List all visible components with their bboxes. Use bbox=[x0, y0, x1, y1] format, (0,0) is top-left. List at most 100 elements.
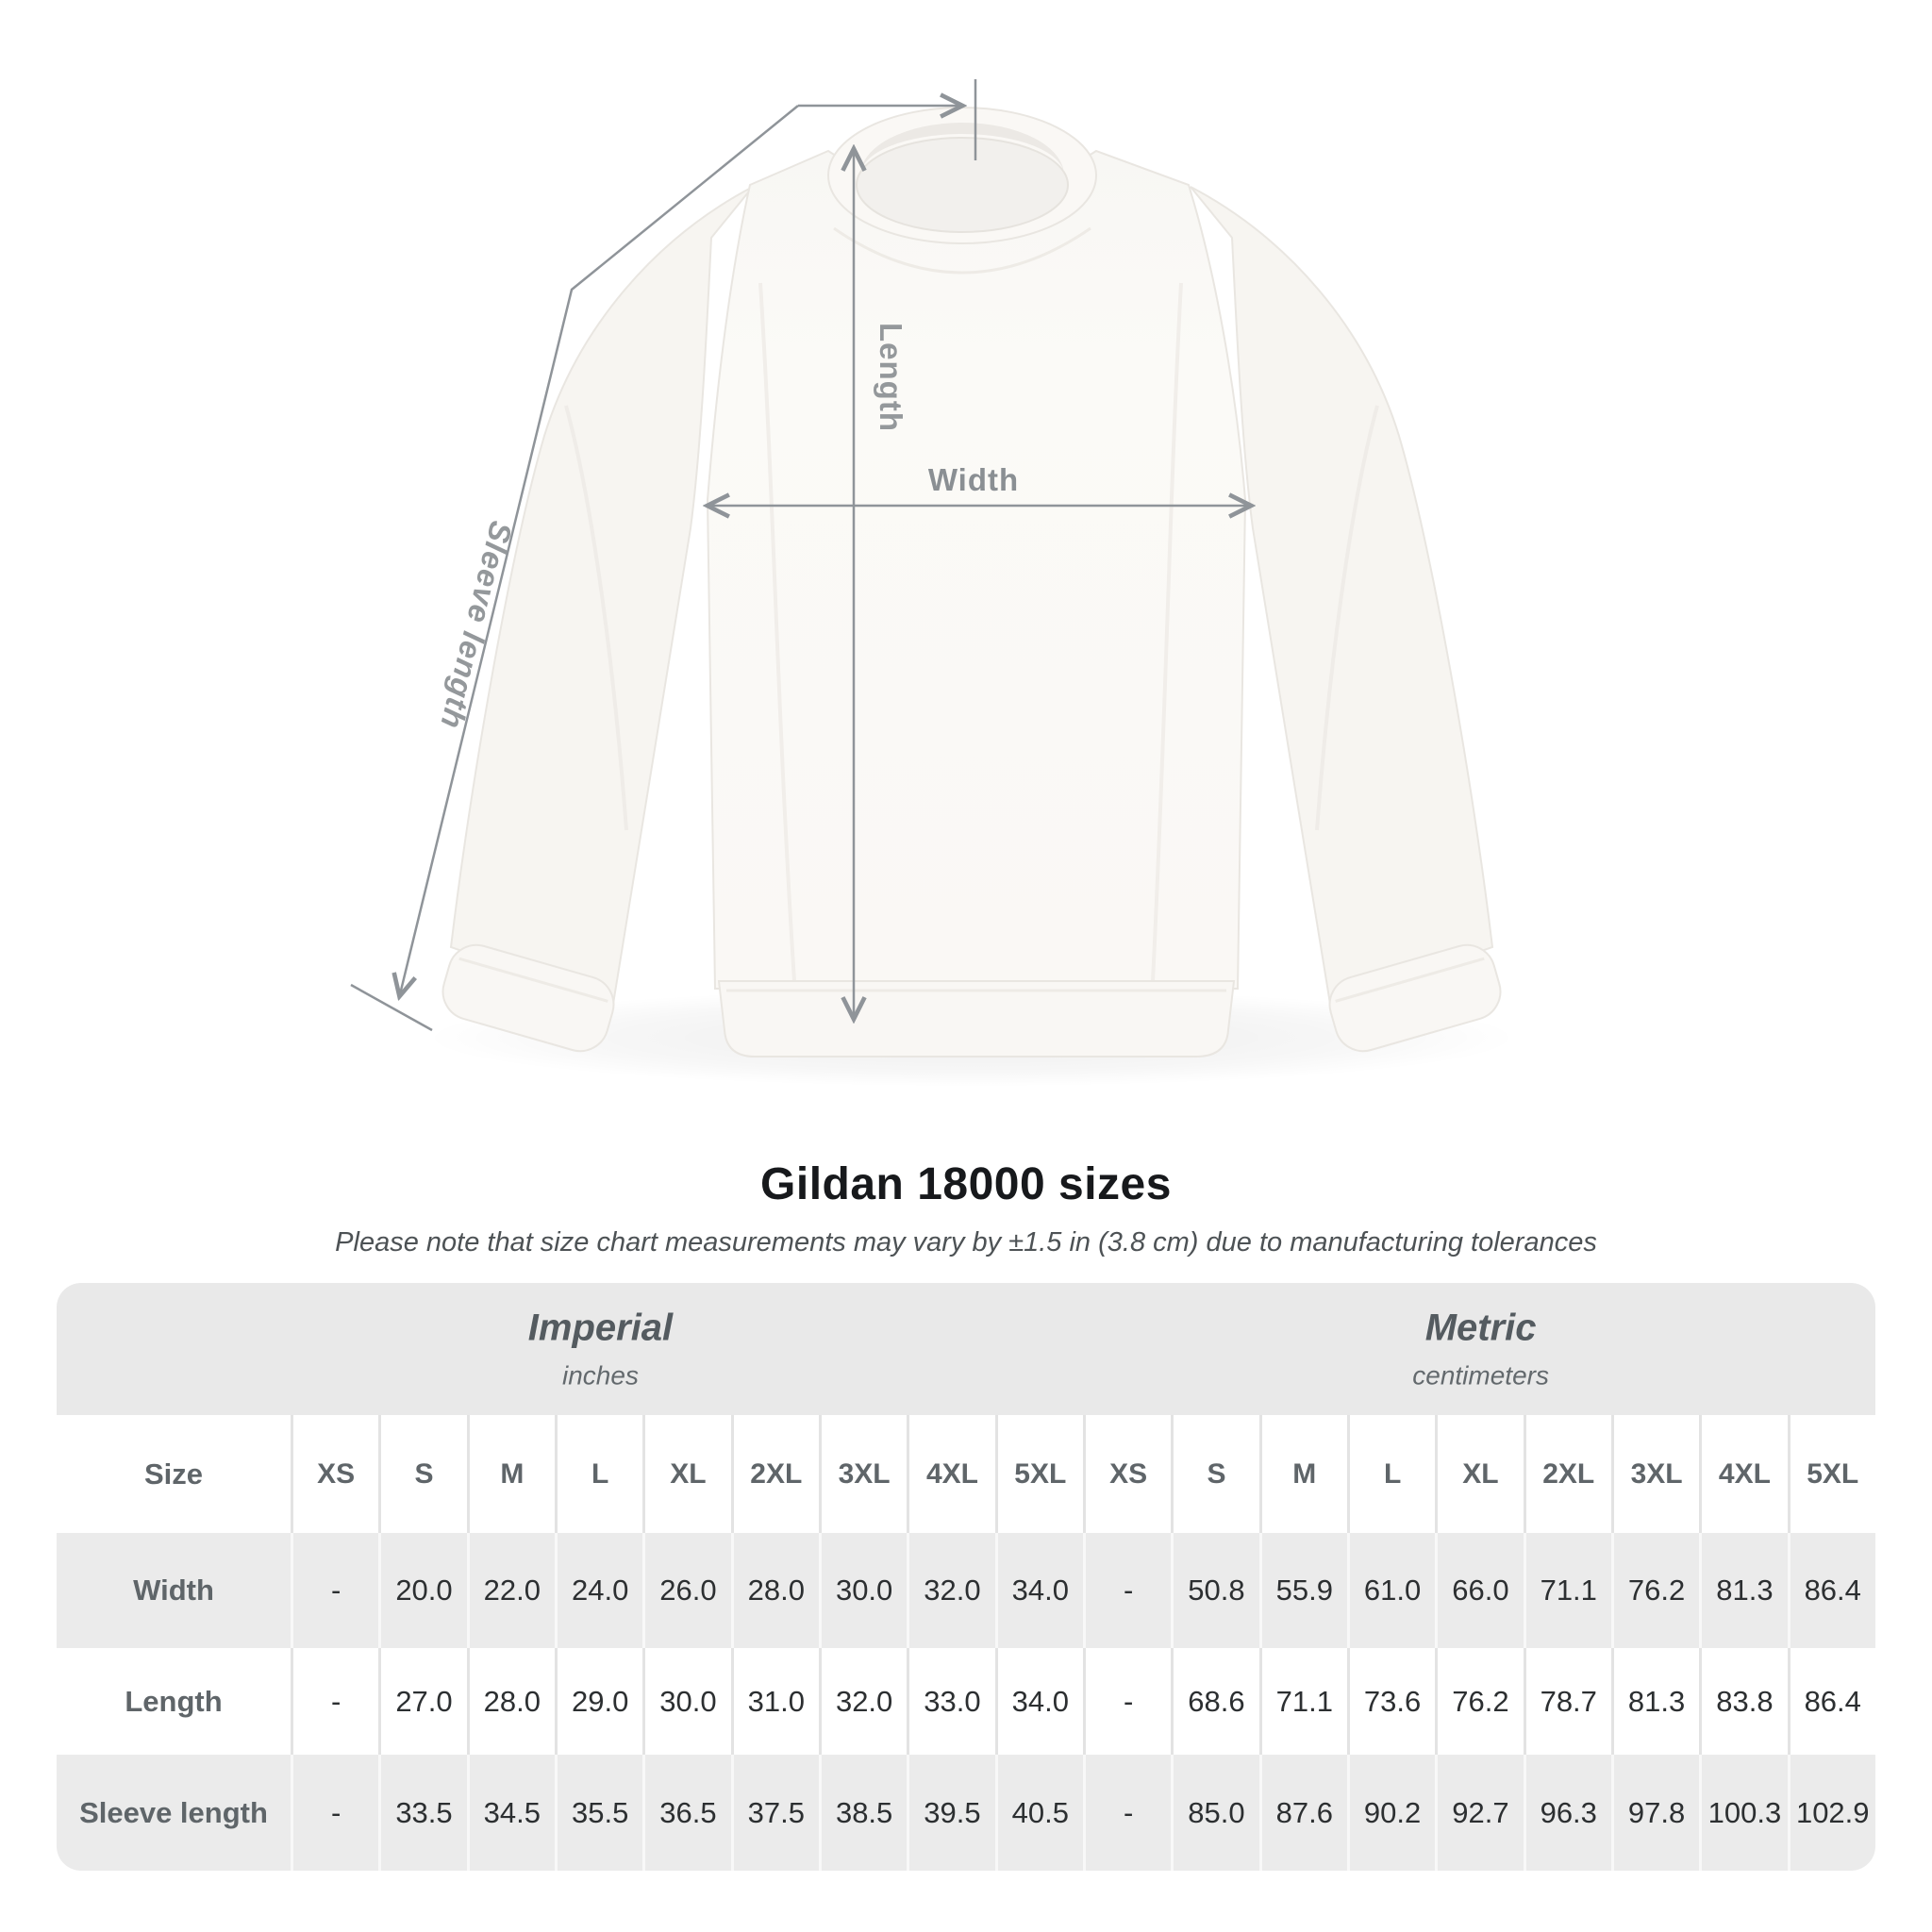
row-label: Width bbox=[133, 1574, 214, 1607]
sweatshirt-measurement-diagram: Sleeve length Length Width bbox=[350, 79, 1519, 1087]
value-cell: 92.7 bbox=[1435, 1755, 1523, 1871]
size-header-cell: 5XL bbox=[1787, 1415, 1875, 1533]
value-cell: 32.0 bbox=[818, 1648, 907, 1755]
measurement-row-sleeve-length: Sleeve length -33.5 34.5 35.5 36.5 37.5 38.5 39… bbox=[57, 1755, 1875, 1871]
collar-inner bbox=[856, 137, 1069, 233]
value-cell: 36.5 bbox=[642, 1755, 730, 1871]
unit-group-imperial: Imperial inches bbox=[528, 1307, 673, 1391]
size-header-cell: M bbox=[466, 1415, 555, 1533]
size-header-cell: M bbox=[1258, 1415, 1347, 1533]
value-cell: 22.0 bbox=[466, 1533, 555, 1648]
size-header-cell: S bbox=[378, 1415, 466, 1533]
value-cell: 26.0 bbox=[642, 1533, 730, 1648]
value-cell: 100.3 bbox=[1699, 1755, 1787, 1871]
value-cell: 73.6 bbox=[1346, 1648, 1435, 1755]
unit-group-unit: inches bbox=[562, 1360, 639, 1391]
unit-group-name: Imperial bbox=[527, 1307, 674, 1349]
body-crease-right bbox=[1151, 282, 1183, 982]
value-cell: 85.0 bbox=[1171, 1755, 1258, 1871]
value-cell: 55.9 bbox=[1258, 1533, 1347, 1648]
body-crease-left bbox=[758, 282, 796, 982]
size-header-cell: XS bbox=[1082, 1415, 1171, 1533]
value-cell: 39.5 bbox=[907, 1755, 994, 1871]
size-header-cell: 3XL bbox=[818, 1415, 907, 1533]
value-cell: 76.2 bbox=[1610, 1533, 1699, 1648]
left-cuff bbox=[441, 943, 615, 1053]
row-label: Length bbox=[125, 1684, 223, 1718]
size-header-cell: 5XL bbox=[994, 1415, 1083, 1533]
size-header-cell: XL bbox=[1435, 1415, 1523, 1533]
size-column-header: Size bbox=[143, 1457, 204, 1491]
sleeve-length-arrow bbox=[400, 105, 799, 994]
value-cell: 102.9 bbox=[1787, 1755, 1875, 1871]
cuff-tick bbox=[350, 983, 433, 1032]
value-cell: 81.3 bbox=[1699, 1533, 1787, 1648]
size-header-cell: L bbox=[1346, 1415, 1435, 1533]
value-cell: 32.0 bbox=[907, 1533, 994, 1648]
value-cell: 50.8 bbox=[1171, 1533, 1258, 1648]
size-header-cell: 3XL bbox=[1610, 1415, 1699, 1533]
value-cell: - bbox=[1082, 1648, 1171, 1755]
value-cell: 66.0 bbox=[1435, 1533, 1523, 1648]
value-cell: 61.0 bbox=[1346, 1533, 1435, 1648]
value-cell: 20.0 bbox=[378, 1533, 466, 1648]
diagram-label-length: Length bbox=[874, 323, 908, 432]
size-header-cell: 4XL bbox=[907, 1415, 994, 1533]
value-cell: 83.8 bbox=[1699, 1648, 1787, 1755]
value-cell: 40.5 bbox=[994, 1755, 1083, 1871]
right-sleeve-crease bbox=[1315, 405, 1379, 831]
value-cell: - bbox=[291, 1648, 378, 1755]
diagram-label-width: Width bbox=[928, 462, 1019, 497]
value-cell: 87.6 bbox=[1258, 1755, 1347, 1871]
value-cell: 76.2 bbox=[1435, 1648, 1523, 1755]
value-cell: 30.0 bbox=[642, 1648, 730, 1755]
unit-group-name: Metric bbox=[1424, 1307, 1537, 1349]
hem-band bbox=[717, 980, 1236, 1058]
value-cell: 96.3 bbox=[1523, 1755, 1611, 1871]
size-header-cell: S bbox=[1171, 1415, 1258, 1533]
size-table-grid: Size XS S M L XL 2XL 3XL 4XL 5XL XS S M L XL 2XL 3XL 4XL 5… bbox=[57, 1415, 1875, 1871]
value-cell: - bbox=[291, 1533, 378, 1648]
value-cell: 27.0 bbox=[378, 1648, 466, 1755]
value-cell: - bbox=[1082, 1533, 1171, 1648]
size-table: Imperial inches Metric centimeters Size X… bbox=[57, 1283, 1875, 1871]
value-cell: 34.5 bbox=[466, 1755, 555, 1871]
value-cell: 33.5 bbox=[378, 1755, 466, 1871]
size-header-row: Size XS S M L XL 2XL 3XL 4XL 5XL XS S M L XL 2XL 3XL 4XL 5… bbox=[57, 1415, 1875, 1533]
value-cell: 90.2 bbox=[1346, 1755, 1435, 1871]
value-cell: 31.0 bbox=[730, 1648, 819, 1755]
value-cell: 30.0 bbox=[818, 1533, 907, 1648]
size-header-cell: 2XL bbox=[730, 1415, 819, 1533]
size-header-cell: 2XL bbox=[1523, 1415, 1611, 1533]
value-cell: 86.4 bbox=[1787, 1648, 1875, 1755]
value-cell: 28.0 bbox=[466, 1648, 555, 1755]
right-cuff bbox=[1328, 943, 1502, 1053]
value-cell: 29.0 bbox=[554, 1648, 642, 1755]
value-cell: - bbox=[1082, 1755, 1171, 1871]
value-cell: 78.7 bbox=[1523, 1648, 1611, 1755]
value-cell: 97.8 bbox=[1610, 1755, 1699, 1871]
page-title: Gildan 18000 sizes bbox=[760, 1159, 1172, 1209]
page-subtitle: Please note that size chart measurements… bbox=[335, 1227, 1597, 1257]
value-cell: 35.5 bbox=[554, 1755, 642, 1871]
size-header-cell: XS bbox=[291, 1415, 378, 1533]
size-header-cell: XL bbox=[642, 1415, 730, 1533]
size-header-cell: L bbox=[554, 1415, 642, 1533]
value-cell: 33.0 bbox=[907, 1648, 994, 1755]
value-cell: 28.0 bbox=[730, 1533, 819, 1648]
value-cell: 37.5 bbox=[730, 1755, 819, 1871]
value-cell: 71.1 bbox=[1258, 1648, 1347, 1755]
value-cell: 71.1 bbox=[1523, 1533, 1611, 1648]
unit-group-metric: Metric centimeters bbox=[1412, 1307, 1549, 1391]
value-cell: 38.5 bbox=[818, 1755, 907, 1871]
unit-header-row: Imperial inches Metric centimeters bbox=[57, 1283, 1875, 1415]
measurement-row-length: Length -27.0 28.0 29.0 30.0 31.0 32.0 33.0 34.0-… bbox=[57, 1648, 1875, 1755]
value-cell: - bbox=[291, 1755, 378, 1871]
title-block: Gildan 18000 sizes Please note that size… bbox=[0, 1158, 1932, 1258]
value-cell: 81.3 bbox=[1610, 1648, 1699, 1755]
size-header-cell: 4XL bbox=[1699, 1415, 1787, 1533]
value-cell: 24.0 bbox=[554, 1533, 642, 1648]
value-cell: 68.6 bbox=[1171, 1648, 1258, 1755]
unit-group-unit: centimeters bbox=[1412, 1360, 1549, 1391]
